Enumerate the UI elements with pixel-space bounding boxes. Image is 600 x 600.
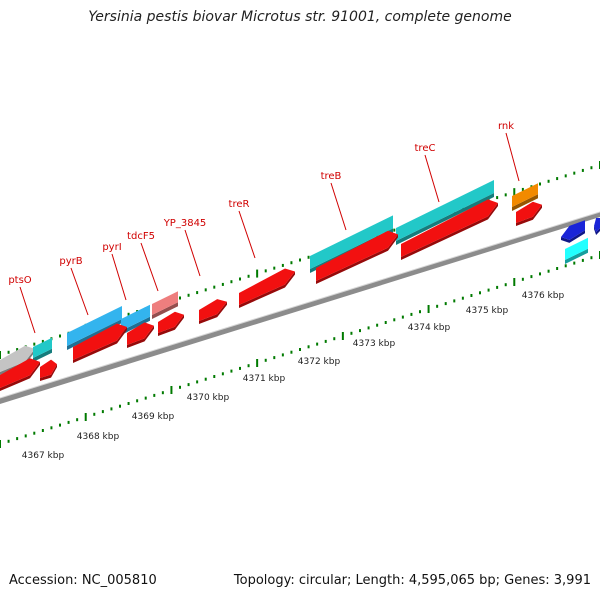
gene-leader-line: [70, 267, 89, 316]
gene-cyan-treC: [396, 179, 494, 245]
cds-red-1: [0, 358, 40, 391]
cds-red-3: [73, 323, 127, 363]
genome-backbone: [0, 211, 600, 404]
gene-blue-pyrB: [67, 306, 122, 350]
cds-red-6: [199, 299, 227, 324]
gene-leader-line: [19, 286, 36, 334]
cds-red-8: [316, 230, 398, 284]
gene-label: pyrB: [59, 256, 82, 267]
gene-label: YP_3845: [163, 218, 207, 229]
gene-features: [0, 179, 600, 391]
gene-label: tdcF5: [127, 231, 155, 242]
scale-label: 4374 kbp: [408, 323, 451, 333]
genome-stats: Topology: circular; Length: 4,595,065 bp…: [233, 573, 591, 588]
gene-labels: ptsO pyrB pyrI tdcF5 YP_3845 treR treB treC rnk: [8, 121, 520, 334]
cds-red-10: [516, 201, 542, 226]
gene-leader-line: [184, 229, 201, 277]
backbone-highlight: [0, 211, 600, 399]
gene-blue-pyrI: [121, 304, 150, 335]
scale-label: 4370 kbp: [187, 393, 230, 403]
gene-darkblue: [561, 220, 585, 243]
cds-red-4: [127, 322, 154, 348]
scale-label: 4369 kbp: [132, 412, 175, 422]
scale-label: 4375 kbp: [466, 306, 509, 316]
scale-labels: 4367 kbp 4368 kbp 4369 kbp 4370 kbp 4371 kbp…: [22, 291, 565, 461]
cds-red-5: [158, 311, 184, 336]
gene-leader-line: [140, 242, 159, 292]
gene-label: ptsO: [8, 275, 31, 286]
gene-leader-line: [424, 154, 440, 203]
cds-grey: [0, 345, 35, 375]
lower-tick-track: [0, 251, 600, 448]
gene-pink-tdcF5: [152, 291, 178, 319]
gene-label: rnk: [498, 121, 514, 132]
cds-red-9: [401, 199, 498, 260]
accession-label: Accession: NC_005810: [9, 573, 157, 588]
scale-label: 4376 kbp: [522, 291, 565, 301]
gene-label: treR: [229, 199, 250, 210]
backbone-line: [0, 212, 600, 404]
scale-label: 4372 kbp: [298, 357, 341, 367]
gene-orange-rnk: [512, 183, 538, 211]
gene-label: pyrI: [102, 242, 121, 253]
scale-label: 4371 kbp: [243, 374, 286, 384]
gene-leader-line: [238, 210, 256, 259]
gene-darkblue-2: [594, 217, 600, 235]
cds-red-2: [40, 359, 57, 381]
scale-label: 4367 kbp: [22, 451, 65, 461]
scale-label: 4368 kbp: [77, 432, 120, 442]
gene-label: treB: [321, 171, 342, 182]
gene-label: treC: [415, 143, 436, 154]
cds-red-7: [239, 268, 295, 308]
map-title: Yersinia pestis biovar Microtus str. 910…: [88, 9, 512, 25]
gene-cyan-ptsO: [33, 337, 52, 362]
gene-leader-line: [505, 132, 520, 182]
gene-leader-line: [330, 182, 347, 231]
gene-leader-line: [111, 253, 127, 301]
gene-lightcyan: [565, 237, 588, 264]
scale-label: 4373 kbp: [353, 339, 396, 349]
